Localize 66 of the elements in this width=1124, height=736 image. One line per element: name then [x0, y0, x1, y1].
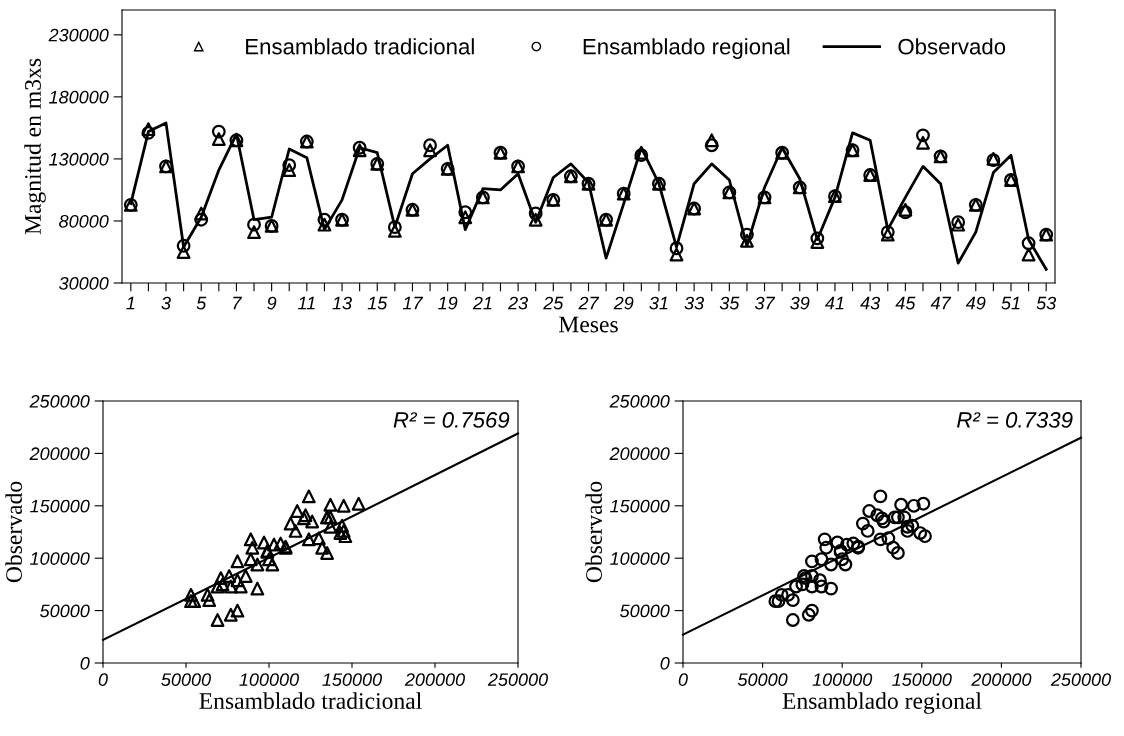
- x-tick-label: 200000: [971, 673, 1032, 686]
- x-tick-label: 35: [719, 296, 740, 310]
- x-tick-label: 17: [402, 296, 424, 310]
- x-tick-label: 29: [613, 296, 634, 310]
- y-axis-title: Observado: [585, 481, 602, 583]
- x-tick-label: 250000: [487, 673, 548, 686]
- y-tick-label: 0: [660, 656, 670, 670]
- x-tick-label: 150000: [892, 673, 952, 686]
- x-tick-label: 53: [1036, 296, 1057, 310]
- x-tick-label: 0: [678, 673, 688, 686]
- x-tick-label: 250000: [1050, 673, 1111, 686]
- x-tick-label: 51: [1001, 296, 1020, 310]
- y-tick-label: 50000: [620, 604, 670, 618]
- x-tick-label: 1: [126, 296, 135, 310]
- x-tick-label: 33: [684, 296, 705, 310]
- x-tick-label: 50000: [737, 673, 788, 686]
- x-tick-label: 27: [578, 296, 600, 310]
- y-tick-label: 250000: [29, 394, 90, 408]
- legend-label: Observado: [898, 38, 1006, 55]
- x-tick-label: 5: [196, 296, 207, 310]
- y-tick-label: 50000: [40, 604, 90, 618]
- x-tick-label: 150000: [322, 673, 382, 686]
- x-tick-label: 13: [332, 296, 352, 310]
- y-tick-label: 230000: [48, 28, 109, 42]
- annotation: R² = 0.7569: [393, 412, 510, 428]
- legend-label: Ensamblado tradicional: [246, 38, 474, 55]
- x-tick-label: 31: [649, 296, 668, 310]
- x-tick-label: 37: [754, 296, 776, 310]
- x-tick-label: 23: [507, 296, 528, 310]
- y-tick-label: 250000: [609, 394, 670, 408]
- y-tick-label: 0: [80, 656, 90, 670]
- x-axis-title: Meses: [559, 316, 618, 333]
- y-tick-label: 200000: [29, 447, 90, 461]
- y-tick-label: 100000: [30, 552, 90, 565]
- x-tick-label: 7: [233, 296, 242, 310]
- legend-label: Ensamblado regional: [583, 38, 790, 59]
- x-tick-label: 19: [438, 296, 458, 310]
- x-tick-label: 100000: [239, 673, 299, 686]
- y-tick-label: 30000: [59, 276, 109, 290]
- y-tick-label: 180000: [49, 90, 109, 104]
- x-tick-label: 50000: [161, 673, 211, 686]
- x-tick-label: 39: [790, 296, 810, 310]
- x-tick-label: 49: [965, 296, 986, 310]
- y-tick-label: 80000: [59, 214, 109, 228]
- x-tick-label: 43: [860, 296, 881, 310]
- y-tick-label: 100000: [610, 552, 670, 565]
- y-axis-title: Observado: [5, 481, 22, 583]
- x-tick-label: 200000: [404, 673, 465, 686]
- x-tick-label: 41: [825, 296, 844, 310]
- y-tick-label: 200000: [609, 447, 670, 461]
- y-tick-label: 130000: [49, 152, 109, 166]
- y-axis-title: Magnitud en m3xs: [24, 58, 46, 235]
- x-axis-title: Ensamblado regional: [782, 692, 982, 714]
- y-tick-label: 150000: [30, 499, 90, 513]
- x-tick-label: 11: [297, 296, 315, 310]
- x-tick-label: 47: [930, 296, 952, 310]
- x-tick-label: 25: [543, 296, 564, 310]
- x-tick-label: 100000: [812, 673, 873, 686]
- x-tick-label: 15: [367, 296, 388, 310]
- x-axis-title: Ensamblado tradicional: [199, 692, 422, 709]
- annotation: R² = 0.7339: [956, 412, 1073, 428]
- y-tick-label: 150000: [610, 499, 670, 513]
- x-tick-label: 3: [161, 296, 171, 310]
- x-tick-label: 9: [267, 296, 277, 310]
- x-tick-label: 45: [895, 296, 916, 310]
- x-tick-label: 21: [472, 296, 492, 310]
